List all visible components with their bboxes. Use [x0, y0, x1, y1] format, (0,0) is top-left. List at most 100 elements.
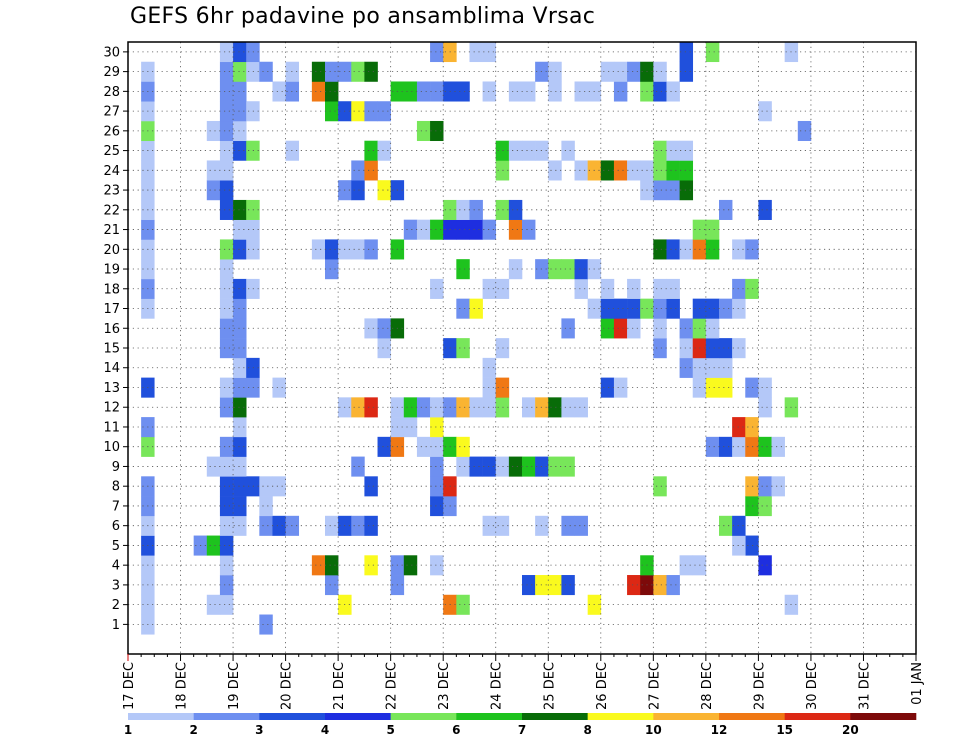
heatmap-cell	[325, 239, 339, 260]
heatmap-cell	[613, 298, 628, 319]
heatmap-cell	[456, 199, 470, 220]
heatmap-cell	[351, 61, 365, 82]
heatmap-cell	[482, 397, 497, 418]
heatmap-cell	[745, 417, 759, 438]
heatmap-cell	[233, 377, 247, 398]
heatmap-cell	[416, 436, 431, 457]
heatmap-cell	[456, 81, 470, 102]
heatmap-cell	[403, 81, 418, 102]
y-tick-label: 6	[112, 519, 120, 534]
heatmap-cell	[482, 278, 497, 299]
heatmap-cell	[351, 397, 365, 418]
heatmap-cell	[653, 180, 667, 201]
y-tick-label: 8	[112, 480, 120, 495]
heatmap-cell	[351, 239, 365, 260]
heatmap-cell	[219, 515, 234, 536]
heatmap-cell	[233, 278, 247, 299]
y-axis-ticks: 1234567891011121314151617181920212223242…	[103, 45, 128, 633]
heatmap-cell	[705, 436, 720, 457]
heatmap-cell	[311, 239, 326, 260]
heatmap-cell	[613, 160, 628, 181]
heatmap-cell	[219, 239, 234, 260]
heatmap-cell	[653, 160, 667, 181]
heatmap-cell	[600, 160, 615, 181]
heatmap-cell	[233, 61, 247, 82]
y-tick-label: 25	[103, 144, 120, 159]
heatmap-cell	[364, 397, 378, 418]
legend-label: 20	[842, 723, 859, 737]
heatmap-cell	[219, 318, 234, 339]
y-tick-label: 18	[103, 282, 120, 297]
heatmap-cell	[233, 357, 247, 378]
y-tick-label: 10	[103, 440, 120, 455]
heatmap-cell	[771, 476, 785, 497]
x-tick-label: 25 DEC	[542, 662, 557, 710]
heatmap-cell	[259, 61, 273, 82]
heatmap-cell	[732, 436, 746, 457]
heatmap-cell	[719, 515, 733, 536]
heatmap-cell	[219, 436, 234, 457]
heatmap-cell	[219, 476, 234, 497]
heatmap-cell	[732, 298, 746, 319]
legend-label: 4	[321, 723, 329, 737]
heatmap-cell	[482, 357, 497, 378]
y-tick-label: 1	[112, 618, 120, 633]
heatmap-cell	[403, 219, 418, 240]
heatmap-cell	[508, 140, 523, 161]
heatmap-cell	[364, 515, 378, 536]
heatmap-cell	[653, 575, 667, 596]
heatmap-cell	[259, 614, 273, 635]
heatmap-cell	[732, 239, 746, 260]
heatmap-cell	[364, 239, 378, 260]
x-tick-label: 30 DEC	[805, 662, 820, 710]
heatmap-cell	[351, 180, 365, 201]
heatmap-cells	[141, 42, 812, 635]
heatmap-cell	[548, 81, 562, 102]
heatmap-cell	[508, 219, 523, 240]
legend-swatch	[653, 713, 720, 720]
heatmap-cell	[548, 397, 562, 418]
heatmap-cell	[430, 436, 444, 457]
heatmap-cell	[219, 81, 234, 102]
heatmap-cell	[206, 180, 221, 201]
legend-label: 10	[645, 723, 662, 737]
heatmap-cell	[758, 397, 772, 418]
heatmap-cell	[416, 219, 431, 240]
y-tick-label: 13	[103, 381, 120, 396]
heatmap-cell	[233, 239, 247, 260]
heatmap-cell	[548, 575, 562, 596]
heatmap-cell	[548, 61, 562, 82]
heatmap-cell	[745, 278, 759, 299]
heatmap-cell	[364, 101, 378, 122]
heatmap-cell	[522, 456, 536, 477]
heatmap-cell	[732, 535, 746, 556]
heatmap-cell	[561, 318, 575, 339]
heatmap-cell	[206, 535, 221, 556]
heatmap-cell	[548, 456, 562, 477]
legend-label: 3	[255, 723, 263, 737]
heatmap-cell	[627, 575, 641, 596]
heatmap-cell	[456, 298, 470, 319]
y-tick-label: 30	[103, 45, 120, 60]
heatmap-cell	[508, 81, 523, 102]
x-axis-ticks: 17 DEC 18 DEC 19 DEC 20 DEC 21 DEC 22 DEC 23 D…	[122, 654, 925, 710]
heatmap-cell	[600, 298, 615, 319]
heatmap-cell	[456, 456, 470, 477]
y-tick-label: 7	[112, 499, 120, 514]
heatmap-cell	[745, 239, 759, 260]
heatmap-cell	[272, 476, 286, 497]
heatmap-cell	[522, 397, 536, 418]
heatmap-cell	[351, 456, 365, 477]
heatmap-cell	[325, 555, 339, 576]
heatmap-cell	[705, 219, 720, 240]
heatmap-cell	[430, 397, 444, 418]
heatmap-cell	[351, 515, 365, 536]
heatmap-cell	[456, 259, 470, 280]
y-tick-label: 9	[112, 460, 120, 475]
y-tick-label: 16	[103, 322, 120, 337]
heatmap-cell	[219, 555, 234, 576]
legend-swatch	[850, 713, 917, 720]
heatmap-cell	[219, 42, 234, 63]
heatmap-cell	[430, 456, 444, 477]
